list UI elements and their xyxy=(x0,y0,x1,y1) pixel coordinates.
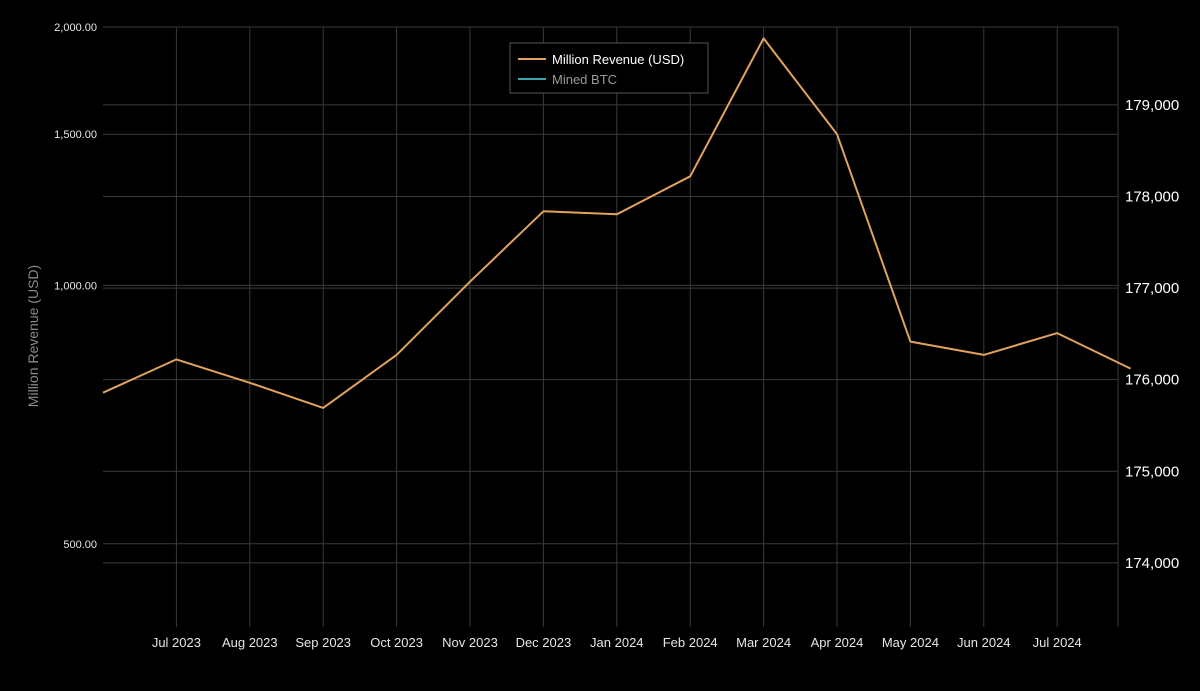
x-tick-label: Aug 2023 xyxy=(222,635,278,650)
right-axis: 174,000 175,000 176,000 177,000 178,000 179,0… xyxy=(1125,97,1179,572)
legend-item-revenue[interactable]: Million Revenue (USD) xyxy=(552,52,684,67)
x-tick-label: Jul 2024 xyxy=(1033,635,1082,650)
x-tick-label: Jan 2024 xyxy=(590,635,644,650)
x-tick-label: Jun 2024 xyxy=(957,635,1011,650)
y-axis-label: Million Revenue (USD) xyxy=(25,265,41,407)
x-tick-label: Oct 2023 xyxy=(370,635,423,650)
y-tick-label: 1,500.00 xyxy=(54,129,97,141)
y2-tick-label: 177,000 xyxy=(1125,280,1179,297)
y2-tick-label: 175,000 xyxy=(1125,463,1179,480)
y-tick-label: 500.00 xyxy=(63,539,97,551)
x-tick-label: Sep 2023 xyxy=(295,635,351,650)
left-axis: 500.00 1,000.00 1,500.00 2,000.00 xyxy=(54,22,97,551)
x-tick-label: Jul 2023 xyxy=(152,635,201,650)
y2-tick-label: 176,000 xyxy=(1125,372,1179,389)
y2-tick-label: 179,000 xyxy=(1125,97,1179,114)
legend-box xyxy=(509,42,709,94)
x-tick-label: Dec 2023 xyxy=(516,635,572,650)
grid xyxy=(103,26,1119,627)
y-tick-label: 1,000.00 xyxy=(54,280,97,292)
x-axis: Jul 2023 Aug 2023 Sep 2023 Oct 2023 Nov 2023… xyxy=(152,635,1082,650)
legend-item-mined-btc[interactable]: Mined BTC xyxy=(552,72,617,87)
x-tick-label: May 2024 xyxy=(882,635,939,650)
x-tick-label: Nov 2023 xyxy=(442,635,498,650)
series-layer xyxy=(102,37,1132,409)
x-tick-label: Apr 2024 xyxy=(811,635,864,650)
legend[interactable]: Million Revenue (USD) Mined BTC xyxy=(509,42,709,94)
y-tick-label: 2,000.00 xyxy=(54,22,97,34)
y2-tick-label: 174,000 xyxy=(1125,555,1179,572)
y2-tick-label: 178,000 xyxy=(1125,188,1179,205)
x-tick-label: Feb 2024 xyxy=(663,635,718,650)
x-tick-label: Mar 2024 xyxy=(736,635,791,650)
